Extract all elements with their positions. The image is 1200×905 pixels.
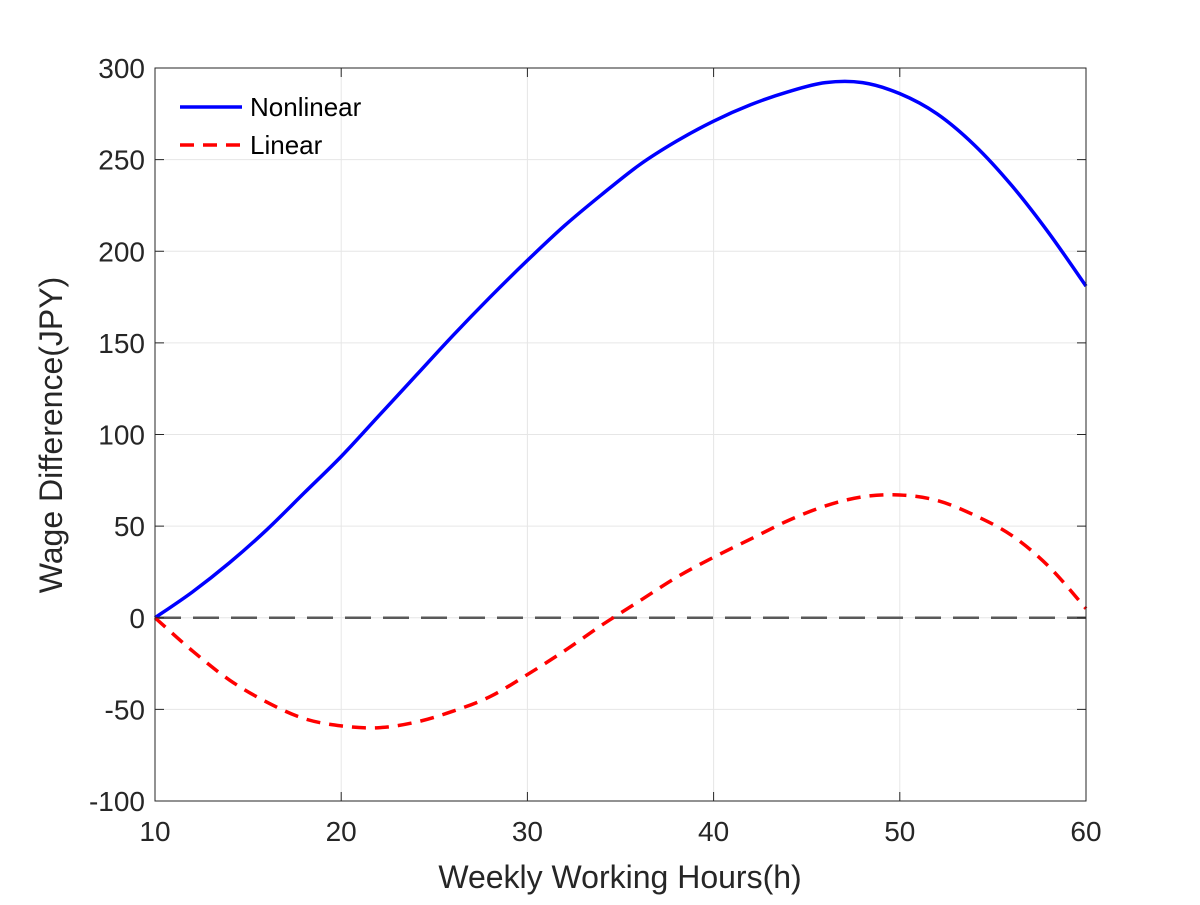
- x-axis-label: Weekly Working Hours(h): [438, 859, 801, 895]
- y-tick-label: 250: [98, 145, 145, 176]
- x-tick-label: 10: [139, 816, 170, 847]
- legend: Nonlinear Linear: [180, 92, 362, 160]
- tick-label-layer: 10 20 30 40 50 60 -100 -50 0 50 100 150 200 250 300: [89, 53, 1102, 847]
- series-layer: [153, 79, 1088, 730]
- y-axis-label: Wage Difference(JPY): [33, 277, 69, 594]
- tick-layer: [154, 67, 1087, 802]
- x-tick-label: 60: [1070, 816, 1101, 847]
- y-tick-label: 100: [98, 420, 145, 451]
- series-line-linear: [153, 492, 1088, 730]
- y-tick-label: 0: [129, 603, 145, 634]
- x-tick-label: 40: [698, 816, 729, 847]
- y-tick-label: -50: [105, 694, 145, 725]
- y-tick-label: -100: [89, 786, 145, 817]
- x-tick-label: 50: [884, 816, 915, 847]
- x-tick-label: 30: [512, 816, 543, 847]
- legend-label-nonlinear: Nonlinear: [250, 92, 362, 122]
- y-tick-label: 200: [98, 236, 145, 267]
- series-line-nonlinear: [154, 79, 1088, 620]
- y-tick-label: 300: [98, 53, 145, 84]
- x-tick-label: 20: [326, 816, 357, 847]
- y-tick-label: 150: [98, 328, 145, 359]
- y-tick-label: 50: [114, 511, 145, 542]
- legend-label-linear: Linear: [250, 130, 323, 160]
